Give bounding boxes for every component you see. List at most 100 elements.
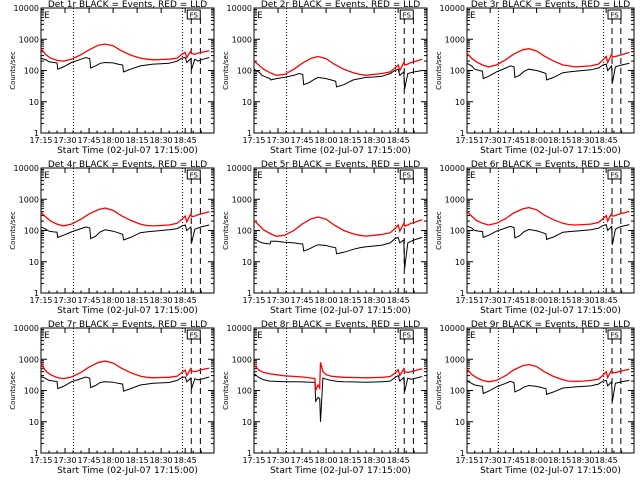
y-tick-label: 1: [460, 289, 465, 298]
fs-flag-label: FS: [403, 12, 412, 20]
y-tick-label: 1000: [232, 355, 252, 364]
x-tick-label: 17:15: [29, 456, 52, 465]
x-tick-label: 18:45: [387, 456, 410, 465]
y-tick-label: 10000: [227, 164, 252, 173]
x-tick-label: 18:45: [595, 456, 618, 465]
fs-flag-label: FS: [403, 172, 412, 180]
y-tick-label: 100: [450, 67, 465, 76]
y-tick-label: 10000: [14, 324, 39, 333]
x-tick-label: 18:45: [174, 136, 197, 145]
x-axis-label: Start Time (02-Jul-07 17:15:00): [57, 466, 198, 476]
detector-panel: Det 9r BLACK = Events, RED = LLD 17:15 17:…: [435, 320, 635, 476]
x-axis-label: Start Time (02-Jul-07 17:15:00): [270, 466, 411, 476]
plot-frame: [253, 167, 428, 294]
fs-flag-box: [186, 329, 201, 340]
panel-title: Det 9r BLACK = Events, RED = LLD: [471, 320, 630, 330]
y-tick-label: 100: [237, 67, 252, 76]
y-tick-label: 1000: [232, 195, 252, 204]
y-axis-label: Counts/sec: [435, 371, 443, 410]
x-tick-label: 18:45: [595, 296, 618, 305]
x-tick-label: 18:15: [126, 136, 149, 145]
events-series-line: [466, 62, 630, 83]
x-tick-label: 18:30: [363, 136, 386, 145]
y-tick-label: 10: [242, 98, 252, 107]
y-tick-label: 10: [455, 258, 465, 267]
y-tick-label: 100: [450, 227, 465, 236]
x-tick-label: 18:00: [102, 456, 125, 465]
y-tick-label: 100: [237, 387, 252, 396]
x-tick-label: 17:30: [479, 456, 502, 465]
lld-series-line: [253, 55, 423, 76]
plot-frame: [466, 167, 635, 294]
y-tick-label: 100: [24, 387, 39, 396]
y-tick-label: 1000: [19, 355, 39, 364]
y-tick-label: 1: [460, 129, 465, 138]
events-series-line: [466, 223, 630, 245]
y-tick-label: 10: [455, 98, 465, 107]
x-tick-label: 18:00: [102, 296, 125, 305]
panel-title: Det 5r BLACK = Events, RED = LLD: [261, 160, 420, 170]
fs-flag-label: FS: [610, 332, 619, 340]
x-tick-label: 17:30: [266, 136, 289, 145]
lld-series-line: [466, 206, 630, 226]
panel-title: Det 1r BLACK = Events, RED = LLD: [48, 0, 207, 10]
x-axis-label: Start Time (02-Jul-07 17:15:00): [57, 146, 198, 156]
fs-flag-box: [399, 169, 414, 180]
x-tick-label: 18:00: [315, 456, 338, 465]
fs-flag-label: FS: [190, 332, 199, 340]
x-tick-label: 17:30: [53, 296, 76, 305]
x-tick-label: 18:45: [174, 456, 197, 465]
y-axis-label: Counts/sec: [435, 51, 443, 90]
lld-series-line: [40, 207, 210, 227]
x-tick-label: 18:30: [571, 136, 594, 145]
y-tick-label: 10000: [440, 324, 465, 333]
y-tick-label: 1: [34, 129, 39, 138]
fs-flag-box: [607, 329, 622, 340]
events-series-line: [253, 373, 423, 422]
lld-series-line: [40, 43, 210, 62]
x-tick-label: 17:30: [53, 456, 76, 465]
y-axis-label: Counts/sec: [9, 371, 17, 410]
e-marker-label: E: [257, 11, 263, 21]
x-tick-label: 18:30: [363, 296, 386, 305]
x-tick-label: 17:45: [78, 456, 101, 465]
events-series-line: [466, 379, 630, 402]
x-tick-label: 18:30: [571, 296, 594, 305]
panel-title: Det 8r BLACK = Events, RED = LLD: [261, 320, 420, 330]
events-series-line: [253, 236, 423, 269]
y-tick-label: 1: [247, 129, 252, 138]
y-tick-label: 10: [29, 258, 39, 267]
fs-flag-label: FS: [610, 172, 619, 180]
fs-flag-box: [607, 9, 622, 20]
x-tick-label: 17:15: [29, 296, 52, 305]
fs-flag-box: [399, 9, 414, 20]
x-tick-label: 17:45: [78, 296, 101, 305]
x-tick-label: 18:15: [126, 456, 149, 465]
panel-title: Det 7r BLACK = Events, RED = LLD: [48, 320, 207, 330]
events-series-line: [40, 56, 210, 73]
y-tick-label: 1: [460, 449, 465, 458]
x-tick-label: 17:45: [291, 136, 314, 145]
plot-frame: [253, 7, 428, 134]
x-tick-label: 18:30: [571, 456, 594, 465]
y-tick-label: 1: [34, 289, 39, 298]
x-tick-label: 18:00: [315, 136, 338, 145]
lld-series-line: [253, 216, 423, 237]
y-tick-label: 1000: [19, 35, 39, 44]
panel-title: Det 6r BLACK = Events, RED = LLD: [471, 160, 630, 170]
fs-flag-label: FS: [190, 12, 199, 20]
lld-series-line: [253, 362, 423, 391]
y-tick-label: 1000: [445, 35, 465, 44]
events-series-line: [40, 224, 210, 244]
e-marker-label: E: [470, 11, 476, 21]
x-axis-label: Start Time (02-Jul-07 17:15:00): [270, 306, 411, 316]
x-tick-label: 17:45: [78, 136, 101, 145]
x-tick-label: 17:15: [455, 456, 478, 465]
lld-series-line: [40, 360, 210, 380]
x-tick-label: 17:15: [242, 136, 265, 145]
y-axis-label: Counts/sec: [222, 211, 230, 250]
